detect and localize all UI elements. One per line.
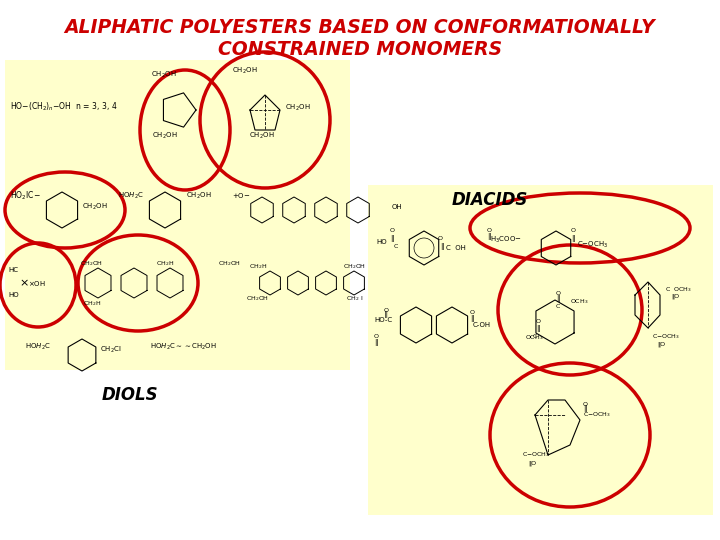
Text: ‖: ‖: [380, 312, 388, 319]
Text: HO$H_2$C: HO$H_2$C: [25, 342, 51, 352]
Text: O: O: [374, 334, 379, 340]
Text: O: O: [438, 236, 443, 241]
Text: ‖: ‖: [536, 325, 540, 332]
Text: ‖: ‖: [583, 406, 587, 413]
Text: OH: OH: [392, 204, 402, 210]
Text: O: O: [536, 319, 541, 324]
Text: $+$O$-$: $+$O$-$: [232, 192, 251, 200]
Text: $\times$OH: $\times$OH: [28, 279, 46, 287]
Text: ‖: ‖: [440, 243, 444, 250]
Text: CH$_2$OH: CH$_2$OH: [285, 103, 310, 113]
Text: O: O: [556, 291, 560, 296]
Text: H$_3$COO$-$: H$_3$COO$-$: [490, 235, 522, 245]
Text: C$-$OCH$_3$: C$-$OCH$_3$: [583, 410, 611, 420]
Text: HO$H_2$C$\sim\sim$CH$_2$OH: HO$H_2$C$\sim\sim$CH$_2$OH: [150, 342, 217, 352]
Text: ALIPHATIC POLYESTERS BASED ON CONFORMATIONALLY
CONSTRAINED MONOMERS: ALIPHATIC POLYESTERS BASED ON CONFORMATI…: [65, 18, 655, 59]
Text: O: O: [390, 228, 395, 233]
Text: HO: HO: [376, 239, 387, 245]
Text: CH$_2$OH: CH$_2$OH: [249, 131, 275, 141]
Text: CH$_2$OH: CH$_2$OH: [82, 202, 107, 212]
Text: ‖: ‖: [374, 340, 377, 347]
Text: O: O: [487, 228, 492, 233]
Text: O: O: [570, 228, 575, 233]
Text: ‖: ‖: [470, 314, 474, 321]
Text: CH$_2$OH: CH$_2$OH: [343, 262, 366, 271]
Text: C$-$OCH$_3$: C$-$OCH$_3$: [577, 240, 608, 250]
Text: HO: HO: [8, 292, 19, 298]
Text: HO-C: HO-C: [374, 317, 392, 323]
Text: OCH$_3$: OCH$_3$: [525, 334, 544, 342]
Text: CH$_2$OH: CH$_2$OH: [233, 66, 258, 76]
Text: $\times$: $\times$: [12, 278, 29, 288]
Text: C: C: [394, 244, 398, 249]
Text: C  OCH$_3$: C OCH$_3$: [665, 286, 692, 294]
Text: DIACIDS: DIACIDS: [452, 191, 528, 209]
Text: HO$H_2$C: HO$H_2$C: [118, 191, 144, 201]
Text: O: O: [380, 307, 389, 313]
Text: C  OH: C OH: [446, 245, 466, 251]
Text: ‖O: ‖O: [528, 460, 536, 465]
Text: HO$-$(CH$_2$)$_n$$-$OH  n = 3, 3, 4: HO$-$(CH$_2$)$_n$$-$OH n = 3, 3, 4: [10, 101, 117, 113]
Bar: [5, 60, 350, 370]
Text: CH$_2$H: CH$_2$H: [156, 259, 174, 268]
Text: CH$_2$OH: CH$_2$OH: [151, 70, 177, 80]
Text: HO$_2$IC$-$: HO$_2$IC$-$: [10, 190, 40, 202]
Text: ‖O: ‖O: [671, 293, 679, 299]
Text: CH$_2$H: CH$_2$H: [249, 262, 267, 271]
Text: C-OH: C-OH: [473, 322, 491, 328]
Text: ‖: ‖: [557, 295, 559, 302]
Text: OCH$_3$: OCH$_3$: [570, 298, 588, 306]
Text: CH$_2$H: CH$_2$H: [83, 299, 101, 308]
Text: DIOLS: DIOLS: [102, 386, 158, 404]
Text: CH$_2$OH: CH$_2$OH: [81, 259, 104, 268]
Text: HC: HC: [8, 267, 18, 273]
Text: CH$_2$ I: CH$_2$ I: [346, 294, 364, 303]
Text: CH$_2$OH: CH$_2$OH: [246, 294, 269, 303]
Text: C: C: [533, 334, 537, 339]
Text: CH$_2$Cl: CH$_2$Cl: [100, 345, 122, 355]
Text: O: O: [583, 402, 588, 407]
Text: ‖: ‖: [487, 233, 491, 240]
Text: CH$_2$OH: CH$_2$OH: [218, 259, 241, 268]
Text: ‖: ‖: [390, 235, 394, 242]
Text: C$-$OCH$_3$: C$-$OCH$_3$: [522, 450, 550, 460]
Bar: [368, 185, 713, 515]
Text: O: O: [470, 309, 475, 314]
Text: C$-$OCH$_3$: C$-$OCH$_3$: [652, 333, 680, 341]
Text: ‖: ‖: [571, 235, 575, 242]
Text: C: C: [556, 304, 560, 309]
Text: ‖O: ‖O: [657, 341, 665, 347]
Text: CH$_2$OH: CH$_2$OH: [186, 191, 212, 201]
Text: CH$_2$OH: CH$_2$OH: [152, 131, 178, 141]
